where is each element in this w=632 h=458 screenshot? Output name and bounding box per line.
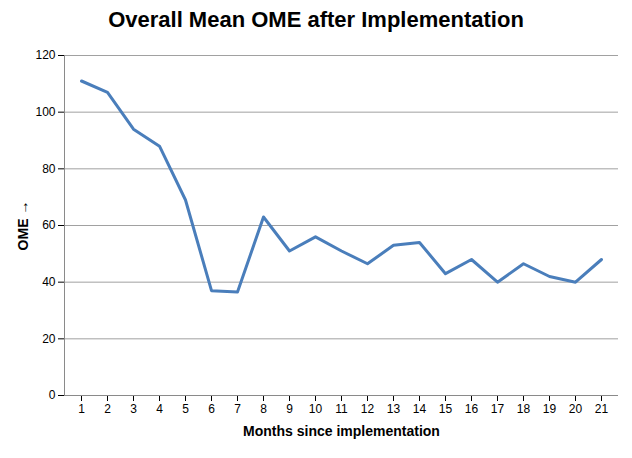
svg-text:15: 15 <box>439 402 453 416</box>
svg-text:18: 18 <box>517 402 531 416</box>
svg-text:OME →: OME → <box>15 201 31 251</box>
svg-text:14: 14 <box>413 402 427 416</box>
svg-text:0: 0 <box>49 388 56 402</box>
svg-text:7: 7 <box>234 402 241 416</box>
svg-text:120: 120 <box>35 48 55 62</box>
svg-text:21: 21 <box>595 402 609 416</box>
svg-text:6: 6 <box>208 402 215 416</box>
svg-text:80: 80 <box>42 162 56 176</box>
svg-text:40: 40 <box>42 275 56 289</box>
svg-text:5: 5 <box>182 402 189 416</box>
svg-text:20: 20 <box>42 332 56 346</box>
svg-text:4: 4 <box>156 402 163 416</box>
html-text:Overall Mean OME after Impleme: Overall Mean OME after Implementation <box>108 7 524 32</box>
svg-text:11: 11 <box>335 402 348 416</box>
svg-text:19: 19 <box>543 402 557 416</box>
svg-text:20: 20 <box>569 402 583 416</box>
svg-text:16: 16 <box>465 402 479 416</box>
svg-text:12: 12 <box>361 402 375 416</box>
svg-text:13: 13 <box>387 402 401 416</box>
svg-text:3: 3 <box>130 402 137 416</box>
svg-text:Months since implementation: Months since implementation <box>243 423 440 439</box>
svg-text:100: 100 <box>35 105 55 119</box>
svg-text:8: 8 <box>260 402 267 416</box>
svg-text:9: 9 <box>286 402 293 416</box>
svg-text:17: 17 <box>491 402 505 416</box>
svg-text:1: 1 <box>78 402 85 416</box>
svg-text:2: 2 <box>104 402 111 416</box>
svg-text:10: 10 <box>309 402 323 416</box>
svg-text:60: 60 <box>42 218 56 232</box>
